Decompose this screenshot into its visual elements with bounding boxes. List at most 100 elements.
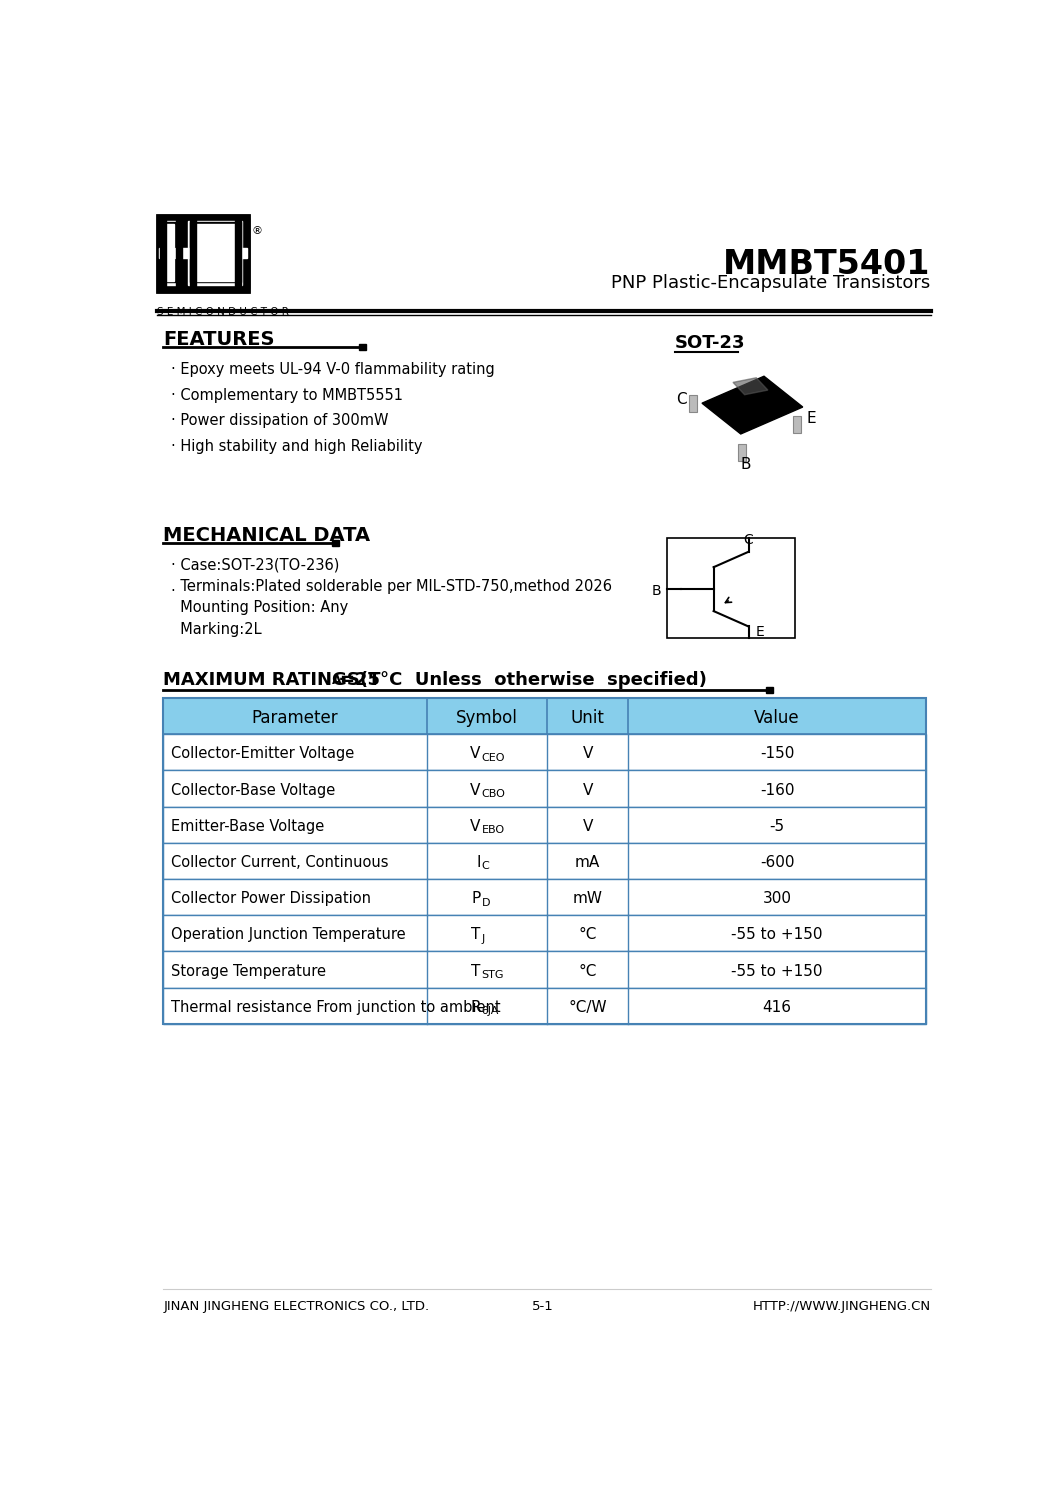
Text: Symbol: Symbol <box>456 709 518 727</box>
Text: EBO: EBO <box>482 824 505 835</box>
Bar <box>163 878 926 916</box>
Text: CBO: CBO <box>482 788 505 799</box>
Text: · Power dissipation of 300mW: · Power dissipation of 300mW <box>172 414 389 429</box>
Text: Collector-Emitter Voltage: Collector-Emitter Voltage <box>172 747 355 761</box>
Polygon shape <box>160 217 173 288</box>
Text: V: V <box>470 747 481 761</box>
Text: -600: -600 <box>760 854 794 869</box>
Bar <box>667 538 795 639</box>
Text: 300: 300 <box>762 892 792 907</box>
Text: Mounting Position: Any: Mounting Position: Any <box>172 600 348 615</box>
Text: C: C <box>482 862 489 871</box>
Polygon shape <box>189 220 243 285</box>
Text: °C/W: °C/W <box>569 1000 607 1015</box>
Text: A: A <box>333 675 342 687</box>
Text: θJA: θJA <box>482 1006 499 1016</box>
Text: mW: mW <box>573 892 603 907</box>
Polygon shape <box>192 259 239 280</box>
Text: V: V <box>582 747 593 761</box>
Bar <box>163 842 926 878</box>
Text: E: E <box>756 625 765 639</box>
Text: C: C <box>743 534 753 547</box>
Text: Unit: Unit <box>571 709 605 727</box>
Polygon shape <box>190 217 196 288</box>
Bar <box>163 952 926 988</box>
Bar <box>163 916 926 952</box>
Text: MECHANICAL DATA: MECHANICAL DATA <box>163 526 371 546</box>
Text: °C: °C <box>578 928 597 943</box>
Text: · Case:SOT-23(TO-236): · Case:SOT-23(TO-236) <box>172 558 340 573</box>
Polygon shape <box>166 259 175 280</box>
Text: SOT-23: SOT-23 <box>675 334 746 352</box>
Polygon shape <box>733 378 768 394</box>
Text: -150: -150 <box>760 747 794 761</box>
Bar <box>163 699 926 1024</box>
Text: · Epoxy meets UL-94 V-0 flammability rating: · Epoxy meets UL-94 V-0 flammability rat… <box>172 363 495 378</box>
Text: 5-1: 5-1 <box>532 1300 553 1313</box>
Text: B: B <box>651 585 661 598</box>
Text: Collector Current, Continuous: Collector Current, Continuous <box>172 854 389 869</box>
Text: · High stability and high Reliability: · High stability and high Reliability <box>172 439 423 454</box>
Text: I: I <box>477 854 481 869</box>
Polygon shape <box>163 220 177 285</box>
Polygon shape <box>159 249 247 258</box>
Polygon shape <box>157 214 249 291</box>
Polygon shape <box>165 222 176 282</box>
Text: Value: Value <box>754 709 800 727</box>
Text: P: P <box>471 892 481 907</box>
Text: JINAN JINGHENG ELECTRONICS CO., LTD.: JINAN JINGHENG ELECTRONICS CO., LTD. <box>163 1300 430 1313</box>
Polygon shape <box>166 223 175 247</box>
Text: V: V <box>582 818 593 833</box>
Text: FEATURES: FEATURES <box>163 330 275 349</box>
Text: J: J <box>482 934 485 944</box>
Text: · Complementary to MMBT5551: · Complementary to MMBT5551 <box>172 388 403 403</box>
Text: Thermal resistance From junction to ambient: Thermal resistance From junction to ambi… <box>172 1000 501 1015</box>
Polygon shape <box>192 223 239 247</box>
Polygon shape <box>160 217 166 288</box>
Text: °C: °C <box>578 964 597 979</box>
Bar <box>163 699 926 735</box>
Text: . Terminals:Plated solderable per MIL-STD-750,method 2026: . Terminals:Plated solderable per MIL-ST… <box>172 579 612 594</box>
Bar <box>157 214 249 291</box>
Text: PNP Plastic-Encapsulate Transistors: PNP Plastic-Encapsulate Transistors <box>611 274 931 292</box>
Text: MMBT5401: MMBT5401 <box>723 247 931 280</box>
Bar <box>333 540 339 547</box>
Bar <box>163 770 926 806</box>
Polygon shape <box>185 220 246 253</box>
Polygon shape <box>176 217 182 288</box>
Text: CEO: CEO <box>482 752 505 763</box>
Text: Emitter-Base Voltage: Emitter-Base Voltage <box>172 818 324 833</box>
Text: mA: mA <box>575 854 600 869</box>
Bar <box>767 688 772 694</box>
Text: -5: -5 <box>770 818 785 833</box>
Text: S E M I C O N D U C T O R: S E M I C O N D U C T O R <box>157 307 289 316</box>
Text: E: E <box>807 411 816 426</box>
Text: B: B <box>740 457 751 472</box>
Polygon shape <box>190 222 240 282</box>
Text: V: V <box>582 782 593 797</box>
Text: STG: STG <box>482 970 504 980</box>
Text: Parameter: Parameter <box>252 709 339 727</box>
Text: C: C <box>677 391 687 406</box>
Text: V: V <box>470 782 481 797</box>
Text: Storage Temperature: Storage Temperature <box>172 964 326 979</box>
Bar <box>163 806 926 842</box>
Text: -55 to +150: -55 to +150 <box>732 928 823 943</box>
Text: Collector Power Dissipation: Collector Power Dissipation <box>172 892 371 907</box>
Text: T: T <box>471 964 481 979</box>
Bar <box>163 735 926 770</box>
Bar <box>738 444 747 460</box>
Polygon shape <box>235 217 240 288</box>
Text: HTTP://WWW.JINGHENG.CN: HTTP://WWW.JINGHENG.CN <box>753 1300 931 1313</box>
Polygon shape <box>185 259 246 288</box>
Bar <box>163 988 926 1024</box>
Text: Collector-Base Voltage: Collector-Base Voltage <box>172 782 336 797</box>
Text: T: T <box>471 928 481 943</box>
Text: V: V <box>470 818 481 833</box>
Text: Operation Junction Temperature: Operation Junction Temperature <box>172 928 406 943</box>
Polygon shape <box>160 220 179 253</box>
Polygon shape <box>160 259 179 288</box>
Text: -55 to +150: -55 to +150 <box>732 964 823 979</box>
Text: MAXIMUM RATINGS(T: MAXIMUM RATINGS(T <box>163 672 381 690</box>
Polygon shape <box>182 217 249 288</box>
